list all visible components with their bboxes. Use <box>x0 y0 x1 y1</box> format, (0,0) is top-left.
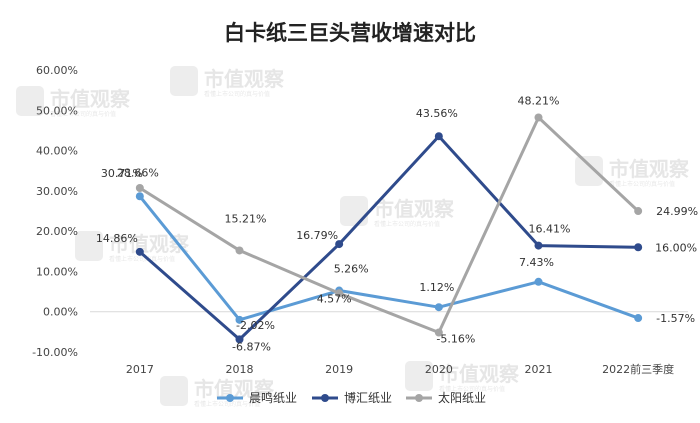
watermark-logo-icon <box>340 196 368 226</box>
watermark-logo-icon <box>16 86 44 116</box>
data-point <box>235 315 244 324</box>
watermark-subtext: 看懂上市公司的真与价值 <box>194 400 260 408</box>
x-tick-label: 2021 <box>525 363 553 376</box>
data-label: -6.87% <box>232 340 271 353</box>
data-point <box>634 314 643 323</box>
data-point <box>634 207 643 216</box>
series-line <box>138 115 640 335</box>
data-point <box>335 240 344 249</box>
watermark-text: 市值观察 <box>50 87 131 111</box>
data-label: 28.66% <box>117 166 159 179</box>
data-point <box>534 241 543 250</box>
data-label: 16.00% <box>655 241 697 254</box>
y-tick-label: 50.00% <box>36 104 78 117</box>
series-layer <box>135 113 643 344</box>
data-labels: 28.66% -2.02% 5.26% 1.12% 7.43% -1.57% 14.86% -… <box>96 94 698 353</box>
legend-item: 博汇纸业 <box>312 390 392 405</box>
legend-marker <box>415 394 423 402</box>
watermark-subtext: 看懂上市公司的真与价值 <box>609 180 675 188</box>
data-point <box>235 246 244 255</box>
data-label: 14.86% <box>96 232 138 245</box>
data-point <box>235 335 244 344</box>
series-3 <box>135 113 643 337</box>
axes: -10.00% 0.00% 10.00% 20.00% 30.00% 40.00% 50.0… <box>32 64 688 376</box>
data-point <box>434 328 443 337</box>
y-tick-label: 40.00% <box>36 145 78 158</box>
y-tick-label: 10.00% <box>36 265 78 278</box>
data-label: 30.71% <box>101 167 143 180</box>
data-label: 1.12% <box>419 281 454 294</box>
data-label: 15.21% <box>225 212 267 225</box>
y-tick-label: 30.00% <box>36 185 78 198</box>
watermark-layer: 市值观察看懂上市公司的真与价值市值观察看懂上市公司的真与价值市值观察看懂上市公司… <box>16 66 690 408</box>
series-line <box>138 194 640 322</box>
y-tick-label: 60.00% <box>36 64 78 77</box>
data-label: 5.26% <box>334 263 369 276</box>
y-tick-label: 0.00% <box>43 306 78 319</box>
data-point <box>634 243 643 252</box>
watermark-subtext: 看懂上市公司的真与价值 <box>204 90 270 98</box>
watermark-logo-icon <box>160 376 188 406</box>
data-label: -5.16% <box>436 333 475 346</box>
x-tick-label: 2022前三季度 <box>602 362 674 376</box>
x-tick-label: 2020 <box>425 363 453 376</box>
legend-label: 晨鸣纸业 <box>249 390 297 405</box>
watermark-subtext: 看懂上市公司的真与价值 <box>439 385 505 393</box>
data-label: 24.99% <box>656 205 698 218</box>
watermark-text: 市值观察 <box>609 157 690 181</box>
legend-item: 晨鸣纸业 <box>217 390 297 405</box>
y-tick-label: 20.00% <box>36 225 78 238</box>
watermark-subtext: 看懂上市公司的真与价值 <box>109 255 175 263</box>
watermark-text: 市值观察 <box>439 362 520 386</box>
data-label: 43.56% <box>416 107 458 120</box>
data-point <box>135 247 144 256</box>
watermark-logo-icon <box>75 231 103 261</box>
series-line <box>138 134 640 341</box>
legend-label: 博汇纸业 <box>344 390 392 405</box>
legend-item: 太阳纸业 <box>406 390 486 405</box>
legend-marker <box>226 394 234 402</box>
legend: 晨鸣纸业 博汇纸业 太阳纸业 <box>217 390 486 405</box>
legend-label: 太阳纸业 <box>438 390 486 405</box>
watermark-subtext: 看懂上市公司的真与价值 <box>50 110 116 118</box>
data-point <box>534 113 543 122</box>
y-tick-label: -10.00% <box>32 346 78 359</box>
data-label: 16.79% <box>296 229 338 242</box>
watermark-logo-icon <box>575 156 603 186</box>
data-point <box>135 192 144 201</box>
x-tick-label: 2018 <box>226 363 254 376</box>
data-point <box>434 132 443 141</box>
data-point <box>534 277 543 286</box>
data-label: 7.43% <box>519 256 554 269</box>
x-tick-label: 2019 <box>325 363 353 376</box>
data-label: -1.57% <box>656 312 695 325</box>
data-label: -2.02% <box>236 319 275 332</box>
data-point <box>135 183 144 192</box>
watermark-logo-icon <box>405 361 433 391</box>
data-label: 4.57% <box>317 292 352 305</box>
watermark-text: 市值观察 <box>374 197 455 221</box>
data-point <box>335 289 344 298</box>
watermark-subtext: 看懂上市公司的真与价值 <box>374 220 440 228</box>
legend-marker <box>321 394 329 402</box>
watermark-text: 市值观察 <box>204 67 285 91</box>
chart-title: 白卡纸三巨头营收增速对比 <box>224 21 476 45</box>
data-label: 16.41% <box>529 223 571 236</box>
data-point <box>434 303 443 312</box>
x-tick-label: 2017 <box>126 363 154 376</box>
watermark-logo-icon <box>170 66 198 96</box>
series-2 <box>135 132 643 344</box>
data-label: 48.21% <box>518 94 560 107</box>
